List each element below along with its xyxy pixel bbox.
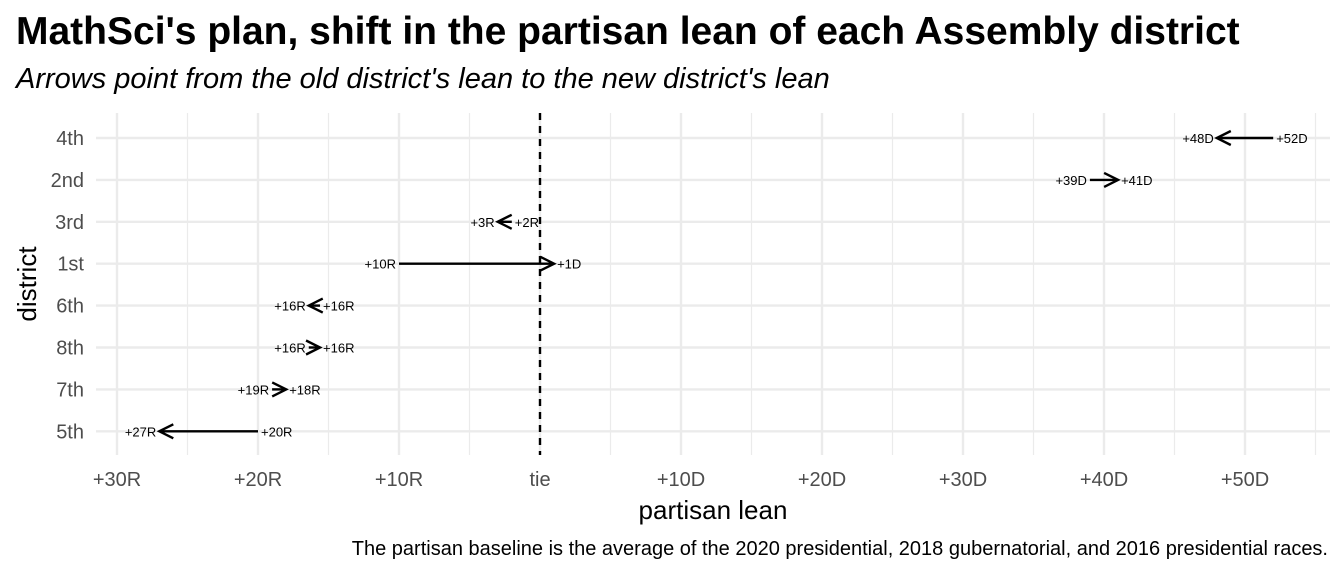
new-lean-label: +18R (289, 382, 320, 397)
new-lean-label: +16R (274, 299, 305, 314)
x-tick-label: +50D (1221, 469, 1269, 491)
arrows (156, 129, 1274, 440)
y-axis-title: district (12, 246, 42, 322)
x-tick-label: +20R (234, 469, 282, 491)
x-axis-title: partisan lean (639, 495, 788, 525)
new-lean-label: +1D (557, 257, 581, 272)
old-lean-label: +2R (515, 215, 539, 230)
x-tick-label: +30D (939, 469, 987, 491)
old-lean-label: +19R (238, 382, 269, 397)
x-tick-label: +30R (93, 469, 141, 491)
arrow-head (1103, 171, 1121, 188)
axes: +30R +20R +10R tie +10D +20D +30D +40D +50D 4th 2n… (51, 128, 1270, 491)
arrow-head (305, 339, 323, 356)
y-tick-label: 5th (56, 421, 84, 443)
new-lean-label: +41D (1121, 173, 1152, 188)
new-lean-label: +27R (125, 424, 156, 439)
y-tick-label: 1st (57, 254, 84, 276)
new-lean-label: +48D (1182, 131, 1213, 146)
chart-caption: The partisan baseline is the average of … (351, 538, 1328, 560)
x-tick-label: +20D (798, 469, 846, 491)
y-tick-label: 7th (56, 379, 84, 401)
chart-subtitle: Arrows point from the old district's lea… (16, 63, 830, 95)
x-tick-label: +40D (1080, 469, 1128, 491)
arrow-head (495, 213, 513, 230)
y-tick-label: 3rd (55, 212, 84, 234)
y-tick-label: 2nd (51, 170, 84, 192)
y-tick-label: 4th (56, 128, 84, 150)
data-labels: +52D +48D +39D +41D +2R +3R +10R +1D +16R +16R +16… (125, 131, 1308, 439)
old-lean-label: +16R (323, 299, 354, 314)
arrow-head (306, 297, 324, 314)
arrow-head (156, 423, 174, 440)
arrow-head (1214, 129, 1232, 147)
old-lean-label: +16R (274, 341, 305, 356)
y-tick-label: 6th (56, 296, 84, 318)
new-lean-label: +16R (323, 341, 354, 356)
old-lean-label: +10R (365, 257, 396, 272)
new-lean-label: +3R (470, 215, 494, 230)
old-lean-label: +20R (261, 424, 292, 439)
arrow-head (271, 381, 289, 398)
x-tick-label: +10D (657, 469, 705, 491)
chart-title: MathSci's plan, shift in the partisan le… (16, 10, 1240, 53)
y-tick-label: 8th (56, 338, 84, 360)
gridlines (96, 113, 1330, 455)
old-lean-label: +39D (1055, 173, 1086, 188)
arrow-head (539, 255, 557, 272)
x-tick-label: +10R (375, 469, 423, 491)
x-tick-label: tie (529, 469, 550, 491)
old-lean-label: +52D (1276, 131, 1307, 146)
